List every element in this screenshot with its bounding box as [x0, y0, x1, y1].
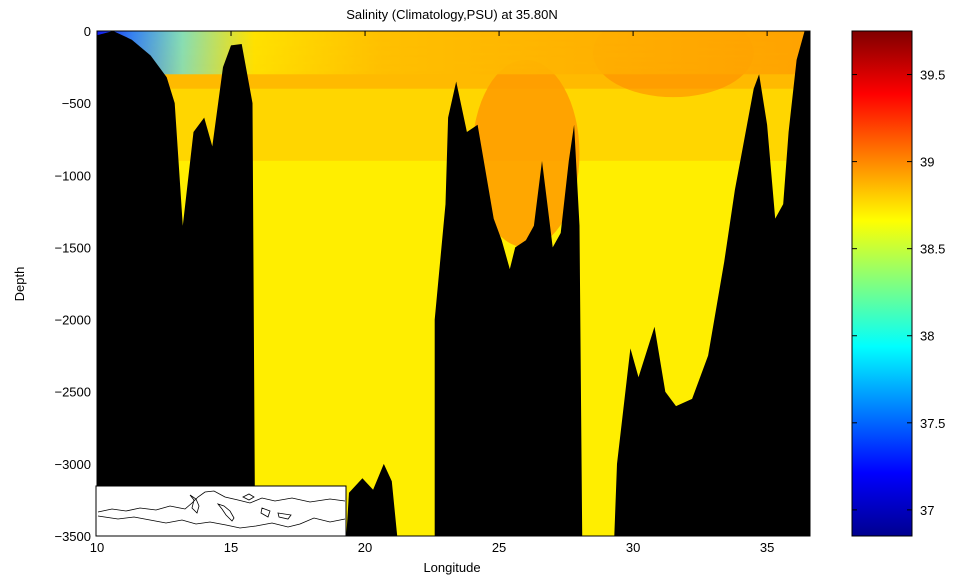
y-tick-label: −500	[62, 96, 91, 111]
x-tick-label: 35	[760, 540, 774, 555]
colorbar-tick-label: 37.5	[920, 416, 945, 431]
x-tick-label: 30	[626, 540, 640, 555]
x-tick-label: 15	[224, 540, 238, 555]
y-tick-label: −3000	[54, 457, 91, 472]
intermediate-maximum-core	[472, 59, 580, 248]
y-tick-label: −2500	[54, 385, 91, 400]
colorbar-tick-label: 38.5	[920, 242, 945, 257]
inset-map-coastline	[97, 490, 346, 529]
surface-gradient	[97, 31, 810, 75]
y-tick-label: −3500	[54, 529, 91, 544]
x-tick-label: 10	[90, 540, 104, 555]
colorbar-tick-label: 39	[920, 155, 934, 170]
y-tick-label: −2000	[54, 313, 91, 328]
x-axis: 10 15 20 25 30 35	[90, 31, 774, 555]
x-axis-label: Longitude	[423, 560, 480, 575]
seafloor-topography	[97, 31, 810, 536]
colorbar-tick-label: 38	[920, 329, 934, 344]
colorbar-tick-label: 37	[920, 503, 934, 518]
x-tick-label: 20	[358, 540, 372, 555]
y-tick-label: 0	[84, 24, 91, 39]
chart-title: Salinity (Climatology,PSU) at 35.80N	[346, 7, 557, 22]
y-tick-label: −1000	[54, 168, 91, 183]
colorbar-ticks: 37 37.5 38 38.5 39 39.5	[852, 68, 945, 518]
plot-frame	[96, 30, 811, 537]
y-axis: 0 −500 −1000 −1500 −2000 −2500 −3000 −3500	[54, 24, 810, 544]
colorbar	[851, 30, 913, 537]
x-tick-label: 25	[492, 540, 506, 555]
colorbar-tick-label: 39.5	[920, 68, 945, 83]
y-tick-label: −1500	[54, 240, 91, 255]
inset-map	[95, 485, 347, 537]
y-axis-label: Depth	[12, 267, 27, 302]
plot-area	[97, 31, 810, 536]
